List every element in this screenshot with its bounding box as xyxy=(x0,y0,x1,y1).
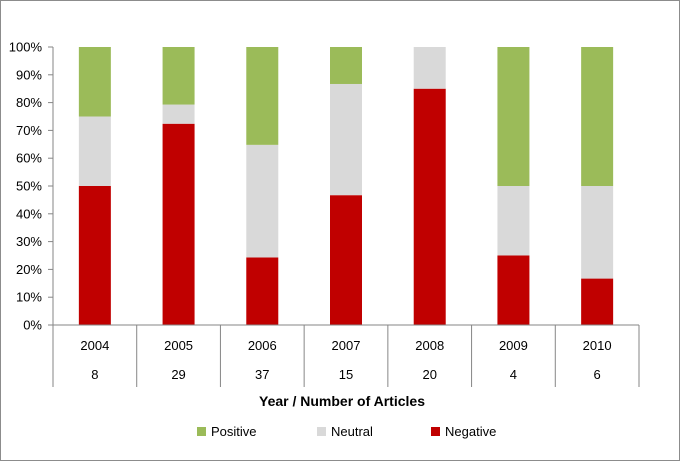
y-tick-label: 70% xyxy=(16,123,42,138)
bars xyxy=(78,47,614,325)
bar-negative-2007 xyxy=(330,195,362,325)
legend-swatch-negative xyxy=(431,427,440,436)
x-category-year: 2007 xyxy=(332,338,361,353)
legend-swatch-positive xyxy=(197,427,206,436)
y-tick-label: 80% xyxy=(16,95,42,110)
y-tick-label: 100% xyxy=(9,40,43,55)
x-axis-title: Year / Number of Articles xyxy=(259,393,425,409)
bar-negative-2005 xyxy=(162,123,195,325)
x-category-count: 6 xyxy=(594,367,601,382)
x-category-year: 2008 xyxy=(415,338,444,353)
bar-positive-2004 xyxy=(78,47,111,117)
bar-negative-2004 xyxy=(78,186,111,325)
bar-negative-2008 xyxy=(413,88,446,325)
bar-neutral-2008 xyxy=(413,47,446,89)
bar-negative-2009 xyxy=(497,255,530,325)
bar-neutral-2006 xyxy=(246,144,279,258)
bar-negative-2010 xyxy=(581,278,614,325)
y-tick-label: 40% xyxy=(16,206,42,221)
axes xyxy=(48,46,640,387)
x-category-year: 2009 xyxy=(499,338,528,353)
y-tick-label: 90% xyxy=(16,67,42,82)
x-category-year: 2005 xyxy=(164,338,193,353)
y-tick-label: 0% xyxy=(23,318,42,333)
bar-neutral-2007 xyxy=(330,83,362,196)
bar-neutral-2005 xyxy=(162,104,195,124)
y-tick-label: 60% xyxy=(16,151,42,166)
bar-neutral-2009 xyxy=(497,186,530,256)
legend-swatch-neutral xyxy=(317,427,326,436)
y-tick-label: 20% xyxy=(16,262,42,277)
x-category-count: 4 xyxy=(510,367,517,382)
x-category-count: 20 xyxy=(422,367,436,382)
x-category-count: 37 xyxy=(255,367,269,382)
bar-positive-2007 xyxy=(330,47,362,84)
x-category-count: 29 xyxy=(171,367,185,382)
legend-label-positive: Positive xyxy=(211,424,257,439)
x-category-count: 8 xyxy=(91,367,98,382)
x-category-year: 2006 xyxy=(248,338,277,353)
legend-label-neutral: Neutral xyxy=(331,424,373,439)
bar-positive-2005 xyxy=(162,47,195,105)
x-category-year: 2004 xyxy=(80,338,109,353)
y-tick-label: 50% xyxy=(16,179,42,194)
bar-positive-2009 xyxy=(497,47,530,186)
bar-negative-2006 xyxy=(246,257,279,325)
x-category-year: 2010 xyxy=(583,338,612,353)
bar-positive-2010 xyxy=(581,47,614,186)
bar-positive-2006 xyxy=(246,47,279,145)
y-axis-ticks: 0% 10% 20% 30% 40% 50% 60% 70% 80% 90% 100% xyxy=(9,40,43,333)
y-tick-label: 30% xyxy=(16,234,42,249)
x-axis-categories: 2004 8 2005 29 2006 37 2007 15 2008 20 2009 4 2010 6 xyxy=(80,338,611,382)
legend: Positive Neutral Negative xyxy=(197,424,496,439)
legend-label-negative: Negative xyxy=(445,424,496,439)
bar-neutral-2004 xyxy=(78,116,111,186)
bar-neutral-2010 xyxy=(581,186,614,279)
x-category-count: 15 xyxy=(339,367,353,382)
y-tick-label: 10% xyxy=(16,290,42,305)
